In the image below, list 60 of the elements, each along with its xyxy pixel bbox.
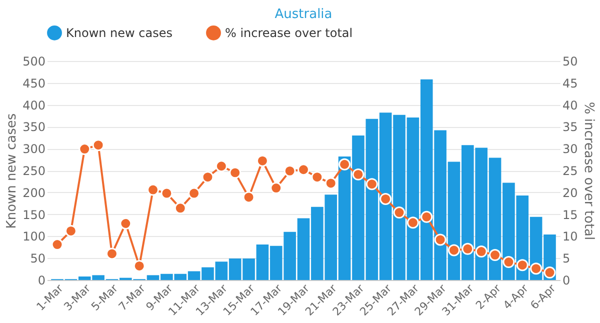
point <box>120 218 132 230</box>
point <box>188 187 200 200</box>
point <box>366 178 378 190</box>
point <box>202 171 214 184</box>
point <box>530 262 542 275</box>
point <box>516 259 528 272</box>
point <box>160 187 173 200</box>
point <box>406 216 419 229</box>
y2-tick-label: 0 <box>562 274 570 288</box>
point <box>489 249 502 262</box>
y-tick-label: 300 <box>22 142 46 156</box>
y2-tick-label: 20 <box>562 186 578 200</box>
y-tick-label: 200 <box>22 186 46 200</box>
y2-tick-label: 40 <box>562 98 578 112</box>
y2-axis-title: % increase over total <box>580 102 596 240</box>
point <box>393 206 406 219</box>
point <box>92 139 104 152</box>
y-tick-label: 500 <box>22 54 46 68</box>
point <box>324 177 337 190</box>
y2-tick-label: 5 <box>562 252 570 266</box>
y2-tick-label: 10 <box>562 230 578 244</box>
y2-tick-label: 45 <box>562 76 578 90</box>
point <box>338 158 351 170</box>
y-tick-label: 0 <box>38 274 46 288</box>
y2-tick-label: 30 <box>562 142 578 156</box>
point <box>462 242 474 255</box>
legend-label: % increase over total <box>225 26 353 40</box>
point <box>229 166 242 179</box>
y2-tick-label: 15 <box>562 208 578 222</box>
legend-label: Known new cases <box>66 26 173 40</box>
point <box>242 191 255 204</box>
point <box>64 224 77 237</box>
y-tick-label: 50 <box>30 252 46 266</box>
y-tick-label: 450 <box>22 76 46 90</box>
y-tick-label: 150 <box>22 208 46 222</box>
y-tick-label: 100 <box>22 230 46 244</box>
point <box>174 202 186 214</box>
y-tick-label: 400 <box>22 98 46 112</box>
point <box>352 168 364 180</box>
point <box>270 182 282 194</box>
point <box>311 171 324 184</box>
y2-tick-label: 35 <box>562 120 578 134</box>
point <box>298 164 310 176</box>
point <box>475 246 488 258</box>
y-tick-label: 350 <box>22 120 46 134</box>
point <box>380 192 392 205</box>
point <box>544 266 556 279</box>
y2-tick-label: 50 <box>562 54 578 68</box>
y-tick-label: 250 <box>22 164 46 178</box>
point <box>147 184 160 196</box>
point <box>215 160 228 172</box>
point <box>502 256 515 268</box>
point <box>420 210 433 223</box>
chart-title: Australia <box>274 7 332 22</box>
y2-tick-label: 25 <box>562 164 578 178</box>
point <box>133 260 146 272</box>
point <box>434 234 446 246</box>
point <box>78 143 91 156</box>
point <box>448 244 460 256</box>
y-axis-title: Known new cases <box>4 113 20 229</box>
